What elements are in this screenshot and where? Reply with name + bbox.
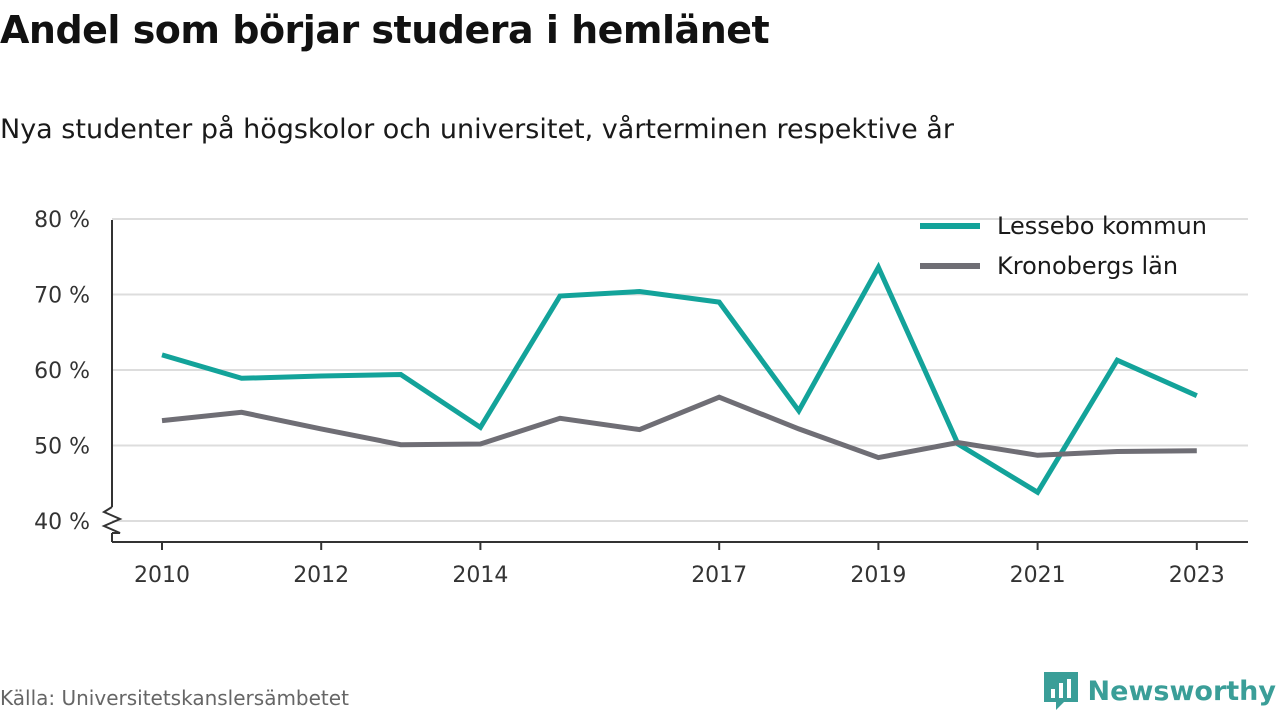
brand-name: Newsworthy (1087, 675, 1276, 707)
source-note: Källa: Universitetskanslersämbetet (0, 686, 349, 710)
line-chart: 40 %50 %60 %70 %80 % 2010 2012 2014 2017 201… (34, 208, 1248, 588)
series-line (161, 394, 1197, 461)
x-tick-label: 2012 (293, 563, 349, 588)
y-tick-label: 80 % (34, 208, 90, 233)
legend: Lessebo kommun Kronobergs län (920, 212, 1207, 280)
x-tick-label: 2019 (850, 563, 906, 588)
legend-label: Kronobergs län (997, 252, 1178, 280)
gridlines (112, 218, 1248, 522)
newsworthy-logo-icon (1043, 672, 1078, 710)
y-tick-labels: 40 % 50 % 60 % 70 % 80 % (34, 208, 90, 535)
x-tick-label: 2014 (452, 563, 508, 588)
chart-title: Andel som börjar studera i hemlänet (0, 8, 770, 52)
legend-label: Lessebo kommun (997, 212, 1207, 240)
y-tick-label: 40 % (34, 510, 90, 535)
x-tick-label: 2010 (134, 563, 190, 588)
chart-subtitle: Nya studenter på högskolor och universit… (0, 114, 954, 145)
y-tick-label: 60 % (34, 359, 90, 384)
x-tick-label: 2017 (691, 563, 747, 588)
y-tick-label: 50 % (34, 435, 90, 460)
axes (101, 220, 1248, 550)
x-tick-labels: 2010 2012 2014 2017 2019 2021 2023 (134, 563, 1225, 588)
x-tick-label: 2023 (1169, 563, 1225, 588)
series-lines (161, 261, 1198, 496)
axis-break-icon (101, 506, 123, 534)
y-tick-label: 70 % (34, 284, 90, 309)
brand[interactable]: Newsworthy (1042, 670, 1276, 712)
x-tick-label: 2021 (1010, 563, 1066, 588)
series-line (161, 261, 1198, 496)
